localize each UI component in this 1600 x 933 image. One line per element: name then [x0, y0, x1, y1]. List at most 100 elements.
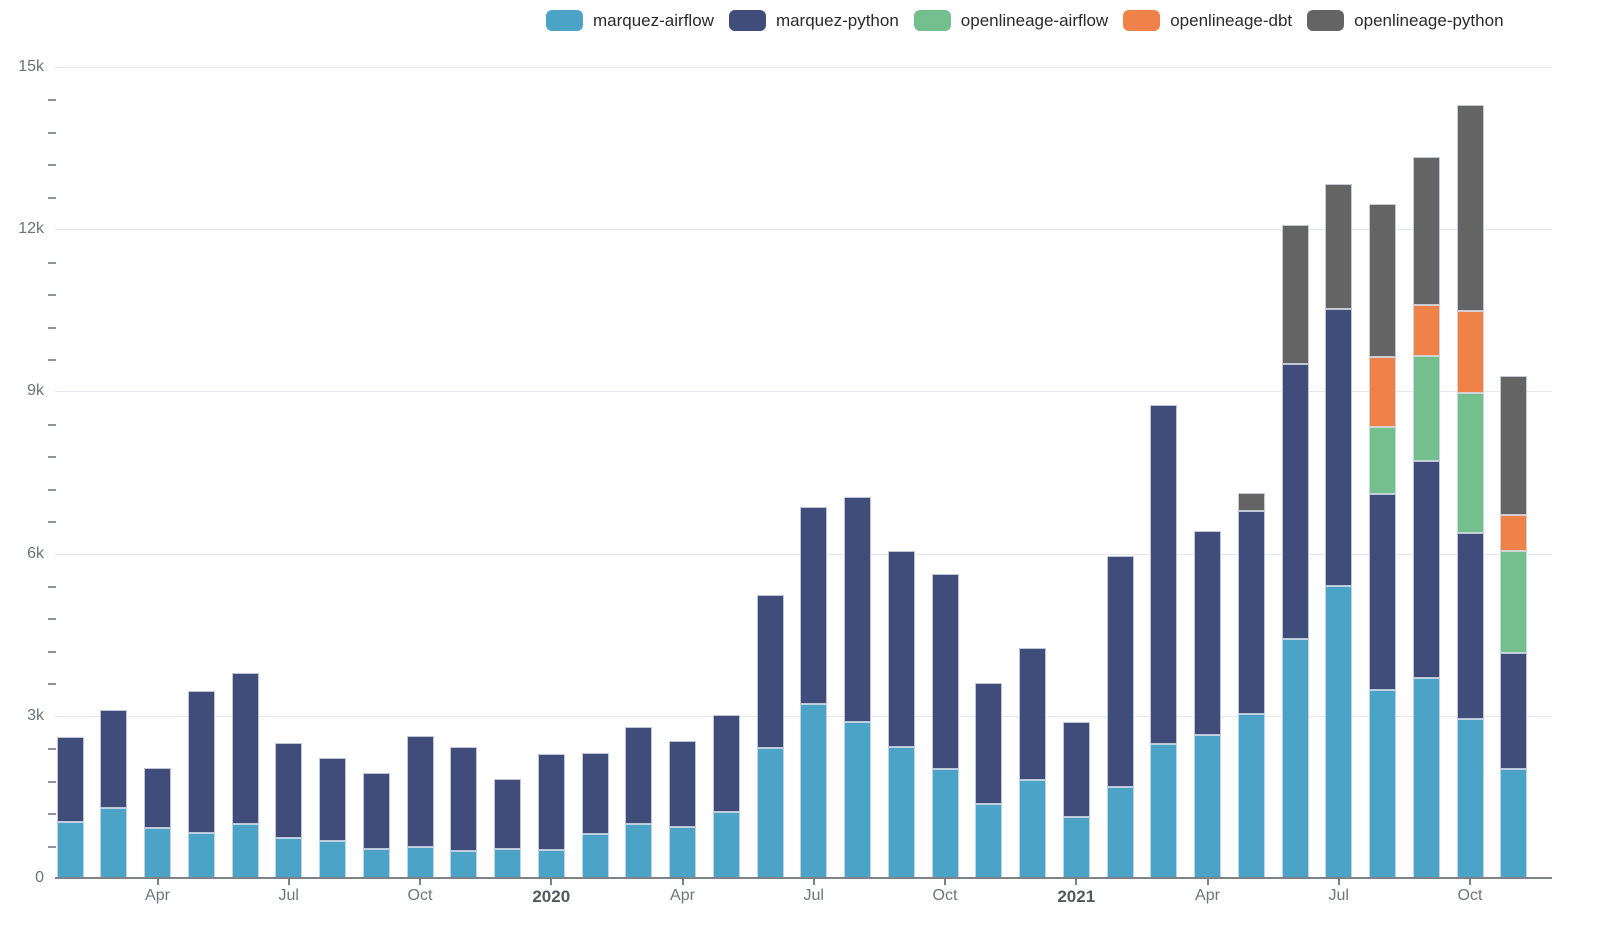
bar-2021-09-openlineage-dbt[interactable] [1412, 305, 1440, 356]
bar-2020-09-marquez-airflow[interactable] [887, 747, 915, 878]
bar-2021-02-marquez-airflow[interactable] [1106, 787, 1134, 878]
bar-2021-07-openlineage-python[interactable] [1325, 183, 1353, 310]
bar-2020-06-marquez-airflow[interactable] [756, 748, 784, 878]
bar-2019-03-marquez-python[interactable] [100, 709, 128, 808]
bar-2020-10-marquez-airflow[interactable] [931, 769, 959, 878]
bar-2019-02-marquez-python[interactable] [56, 737, 84, 822]
bar-2021-06-openlineage-python[interactable] [1281, 224, 1309, 365]
x-axis-label-Apr: Apr [1195, 887, 1220, 904]
bar-2020-03-marquez-airflow[interactable] [625, 823, 653, 878]
bar-2021-08-openlineage-airflow[interactable] [1369, 427, 1396, 494]
bar-2020-08-marquez-airflow[interactable] [844, 721, 871, 878]
y-minor-tick [48, 424, 56, 426]
bar-2020-04-marquez-airflow[interactable] [669, 827, 696, 878]
bar-2020-01-marquez-python[interactable] [537, 753, 565, 850]
bar-2021-11-openlineage-dbt[interactable] [1500, 515, 1528, 552]
bar-2019-07-marquez-airflow[interactable] [275, 837, 303, 878]
bar-2021-10-marquez-python[interactable] [1456, 533, 1484, 720]
legend-item-marquez-python[interactable]: marquez-python [728, 10, 899, 31]
y-axis-label-0: 0 [35, 869, 44, 886]
bar-2020-05-marquez-python[interactable] [712, 714, 740, 812]
bar-2019-09-marquez-python[interactable] [362, 773, 390, 850]
bar-2021-05-openlineage-python[interactable] [1237, 492, 1265, 511]
bar-2021-10-marquez-airflow[interactable] [1456, 719, 1484, 878]
bar-2021-10-openlineage-dbt[interactable] [1456, 311, 1484, 393]
bar-2020-04-marquez-python[interactable] [669, 740, 696, 828]
bar-2020-02-marquez-airflow[interactable] [581, 833, 609, 878]
bar-2021-04-marquez-airflow[interactable] [1194, 734, 1221, 878]
bar-2021-10-openlineage-python[interactable] [1456, 104, 1484, 312]
bar-2020-09-marquez-python[interactable] [887, 551, 915, 748]
bar-2021-06-marquez-python[interactable] [1281, 364, 1309, 640]
legend-item-openlineage-python[interactable]: openlineage-python [1307, 10, 1504, 31]
legend-item-openlineage-dbt[interactable]: openlineage-dbt [1123, 10, 1292, 31]
y-minor-tick [48, 359, 56, 361]
x-axis-label-Oct: Oct [932, 887, 958, 904]
bar-2019-05-marquez-python[interactable] [187, 690, 215, 834]
y-minor-tick [48, 618, 56, 620]
bar-2020-07-marquez-airflow[interactable] [800, 704, 828, 878]
bar-2020-05-marquez-airflow[interactable] [712, 811, 740, 878]
bar-2021-11-openlineage-airflow[interactable] [1500, 551, 1528, 654]
y-minor-tick [48, 651, 56, 653]
bar-2019-03-marquez-airflow[interactable] [100, 807, 128, 878]
bar-2019-12-marquez-airflow[interactable] [494, 848, 521, 878]
bar-2021-09-marquez-airflow[interactable] [1412, 678, 1440, 878]
bar-2021-03-marquez-python[interactable] [1150, 405, 1178, 745]
bar-2020-01-marquez-airflow[interactable] [537, 849, 565, 878]
y-minor-tick [48, 521, 56, 523]
bar-2019-07-marquez-python[interactable] [275, 742, 303, 838]
bar-2019-04-marquez-airflow[interactable] [144, 828, 171, 878]
bar-2021-05-marquez-python[interactable] [1237, 510, 1265, 715]
bar-2020-12-marquez-airflow[interactable] [1019, 779, 1046, 878]
bar-2020-08-marquez-python[interactable] [844, 496, 871, 722]
bar-2019-11-marquez-python[interactable] [450, 747, 478, 851]
bar-2021-01-marquez-airflow[interactable] [1062, 816, 1090, 878]
bar-2019-02-marquez-airflow[interactable] [56, 821, 84, 878]
legend-item-marquez-airflow[interactable]: marquez-airflow [546, 10, 714, 31]
bar-2020-11-marquez-airflow[interactable] [975, 803, 1003, 878]
y-minor-tick [48, 327, 56, 329]
legend-item-openlineage-airflow[interactable]: openlineage-airflow [913, 10, 1108, 31]
bar-2021-08-openlineage-dbt[interactable] [1369, 356, 1396, 428]
bar-2020-02-marquez-python[interactable] [581, 752, 609, 834]
gridline-15k [55, 67, 1552, 68]
x-axis-label-2021: 2021 [1057, 887, 1096, 906]
legend-label: openlineage-python [1354, 11, 1504, 30]
bar-2019-09-marquez-airflow[interactable] [362, 849, 390, 878]
bar-2019-12-marquez-python[interactable] [494, 778, 521, 849]
bar-2021-06-marquez-airflow[interactable] [1281, 639, 1309, 878]
bar-2019-05-marquez-airflow[interactable] [187, 833, 215, 878]
bar-2021-09-openlineage-python[interactable] [1412, 157, 1440, 306]
bar-2021-09-marquez-python[interactable] [1412, 461, 1440, 679]
bar-2021-11-marquez-python[interactable] [1500, 653, 1528, 770]
bar-2020-11-marquez-python[interactable] [975, 683, 1003, 804]
bar-2021-07-marquez-airflow[interactable] [1325, 585, 1353, 878]
bar-2020-10-marquez-python[interactable] [931, 574, 959, 770]
bar-2020-12-marquez-python[interactable] [1019, 647, 1046, 780]
bar-2020-03-marquez-python[interactable] [625, 726, 653, 824]
bar-2019-10-marquez-python[interactable] [406, 736, 434, 847]
bar-2019-08-marquez-python[interactable] [319, 758, 346, 842]
bar-2021-08-marquez-python[interactable] [1369, 493, 1396, 691]
bar-2021-01-marquez-python[interactable] [1062, 721, 1090, 817]
bar-2019-08-marquez-airflow[interactable] [319, 841, 346, 878]
bar-2020-07-marquez-python[interactable] [800, 507, 828, 705]
bar-2019-06-marquez-python[interactable] [231, 672, 259, 824]
bar-2020-06-marquez-python[interactable] [756, 594, 784, 749]
bar-2021-02-marquez-python[interactable] [1106, 556, 1134, 788]
bar-2021-08-marquez-airflow[interactable] [1369, 690, 1396, 878]
bar-2021-08-openlineage-python[interactable] [1369, 204, 1396, 357]
bar-2021-11-openlineage-python[interactable] [1500, 376, 1528, 516]
bar-2019-06-marquez-airflow[interactable] [231, 823, 259, 878]
bar-2021-07-marquez-python[interactable] [1325, 309, 1353, 586]
bar-2019-10-marquez-airflow[interactable] [406, 846, 434, 878]
bar-2021-09-openlineage-airflow[interactable] [1412, 355, 1440, 462]
bar-2021-04-marquez-python[interactable] [1194, 530, 1221, 735]
bar-2021-11-marquez-airflow[interactable] [1500, 769, 1528, 878]
bar-2021-03-marquez-airflow[interactable] [1150, 744, 1178, 878]
bar-2019-04-marquez-python[interactable] [144, 767, 171, 829]
bar-2019-11-marquez-airflow[interactable] [450, 850, 478, 878]
bar-2021-10-openlineage-airflow[interactable] [1456, 392, 1484, 534]
bar-2021-05-marquez-airflow[interactable] [1237, 714, 1265, 878]
